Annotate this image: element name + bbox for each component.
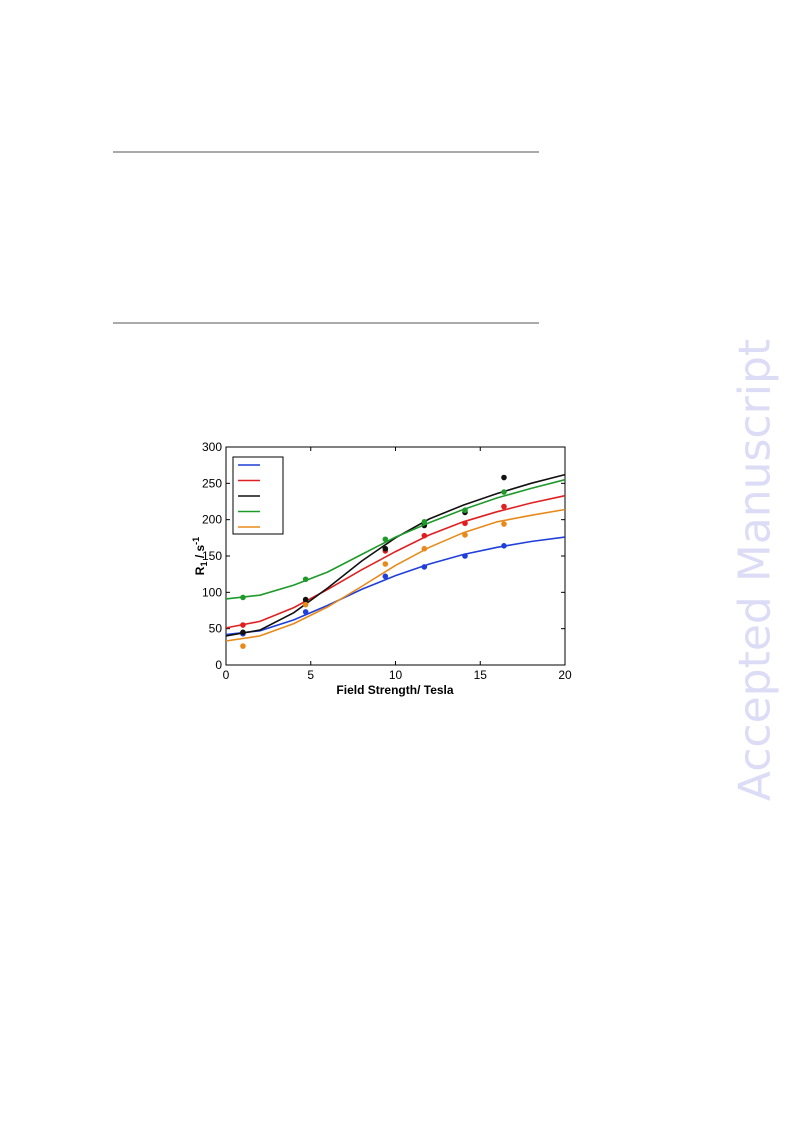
- x-tick-label: 5: [307, 668, 314, 682]
- data-point: [462, 532, 468, 538]
- data-point: [462, 553, 468, 559]
- data-point: [302, 596, 309, 603]
- data-point: [501, 503, 507, 510]
- data-point: [382, 545, 389, 552]
- y-tick-label: 250: [202, 476, 222, 490]
- data-point: [421, 545, 428, 552]
- y-label-subscript: 1: [199, 562, 209, 567]
- x-tick-label: 15: [474, 668, 488, 682]
- fit-line: [225, 478, 566, 600]
- y-tick-label: 200: [202, 513, 222, 527]
- data-point: [240, 594, 246, 601]
- y-tick-label: 100: [202, 585, 222, 599]
- y-label-unit: / s: [193, 545, 207, 562]
- data-point: [421, 532, 428, 539]
- x-axis-label: Field Strength/ Tesla: [336, 683, 453, 697]
- data-point: [240, 643, 246, 649]
- x-tick-label: 0: [223, 668, 230, 682]
- data-point: [382, 536, 389, 543]
- data-point: [302, 601, 309, 608]
- data-point: [421, 519, 428, 525]
- fit-line: [225, 536, 566, 636]
- data-point: [421, 564, 428, 570]
- y-label-symbol: R: [193, 566, 207, 575]
- data-point: [240, 629, 246, 636]
- y-tick-label: 50: [209, 622, 223, 636]
- x-tick-label: 20: [558, 668, 572, 682]
- y-tick-label: 300: [202, 440, 222, 454]
- data-point: [462, 520, 468, 527]
- data-point: [302, 576, 309, 583]
- data-point: [240, 622, 246, 628]
- data-point: [501, 474, 507, 481]
- data-point: [501, 521, 507, 527]
- y-tick-label: 0: [215, 658, 222, 672]
- y-label-superscript: -1: [191, 537, 201, 545]
- data-point: [302, 609, 309, 615]
- y-axis-label: R1 / s-1: [191, 537, 209, 575]
- x-tick-label: 10: [389, 668, 403, 682]
- data-point: [501, 543, 507, 549]
- y-tick-label: 150: [202, 549, 222, 563]
- fit-line: [225, 508, 566, 642]
- fit-line: [225, 494, 566, 629]
- data-point: [462, 507, 468, 514]
- data-point: [382, 561, 389, 567]
- data-point: [501, 489, 507, 495]
- data-point: [382, 573, 389, 580]
